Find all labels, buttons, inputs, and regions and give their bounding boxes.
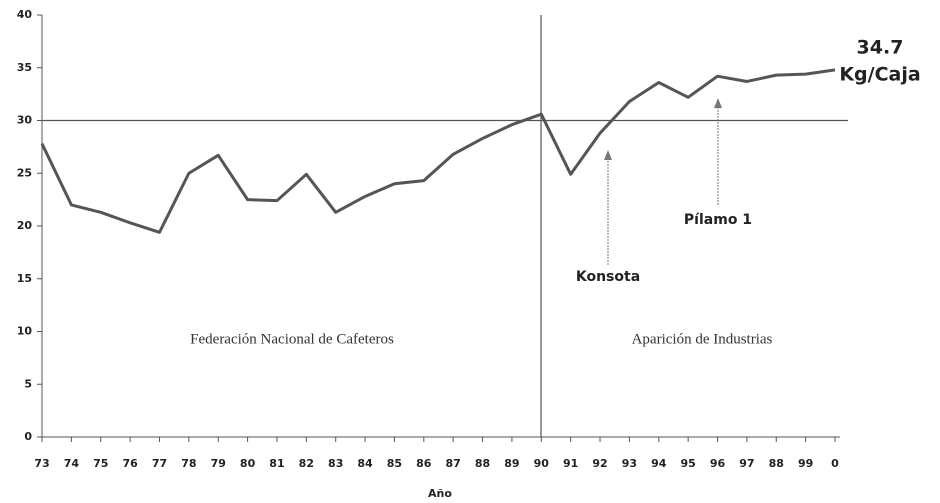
x-tick-label: 85 — [387, 457, 402, 470]
y-tick-label: 20 — [17, 219, 33, 232]
x-tick-label: 78 — [181, 457, 196, 470]
x-tick-label: 73 — [34, 457, 49, 470]
y-tick-label: 15 — [17, 272, 32, 285]
x-tick-label: 88 — [769, 457, 784, 470]
annotation: Pílamo 1 — [684, 212, 752, 228]
x-tick-label: 80 — [240, 457, 256, 470]
x-tick-label: 75 — [93, 457, 108, 470]
x-tick-label: 92 — [592, 457, 607, 470]
y-tick-label: 35 — [17, 61, 32, 74]
x-tick-label: 97 — [739, 457, 754, 470]
annotation: Konsota — [576, 269, 640, 285]
x-tick-label: 84 — [357, 457, 373, 470]
arrow-head — [714, 98, 722, 108]
unit: Kg/Caja — [839, 64, 920, 86]
x-tick-label: 76 — [122, 457, 138, 470]
x-tick-label: 89 — [504, 457, 519, 470]
x-tick-label: 90 — [534, 457, 550, 470]
period-label: Aparición de Industrias — [632, 331, 773, 347]
y-tick-label: 40 — [17, 8, 33, 21]
y-tick-label: 10 — [17, 325, 33, 338]
x-tick-label: 86 — [416, 457, 432, 470]
x-tick-label: 95 — [680, 457, 695, 470]
x-tick-label: 74 — [64, 457, 80, 470]
y-tick-label: 0 — [24, 430, 32, 443]
x-tick-label: 83 — [328, 457, 343, 470]
x-axis-label: Año — [428, 487, 452, 500]
x-tick-label: 94 — [651, 457, 667, 470]
x-tick-label: 79 — [211, 457, 226, 470]
end-value: 34.7 — [857, 37, 904, 59]
x-tick-label: 87 — [446, 457, 461, 470]
y-tick-label: 25 — [17, 166, 32, 179]
x-tick-label: 82 — [299, 457, 314, 470]
period-label: Federación Nacional de Cafeteros — [190, 331, 394, 347]
x-tick-label: 77 — [152, 457, 167, 470]
x-tick-label: 93 — [622, 457, 637, 470]
x-tick-label: 88 — [475, 457, 490, 470]
y-tick-label: 5 — [24, 377, 32, 390]
x-tick-label: 99 — [798, 457, 813, 470]
x-tick-label: 91 — [563, 457, 578, 470]
x-tick-label: 0 — [831, 457, 839, 470]
x-tick-label: 96 — [710, 457, 726, 470]
y-tick-label: 30 — [17, 114, 33, 127]
data-line — [40, 68, 836, 234]
x-tick-label: 81 — [269, 457, 284, 470]
arrow-head — [604, 150, 612, 160]
